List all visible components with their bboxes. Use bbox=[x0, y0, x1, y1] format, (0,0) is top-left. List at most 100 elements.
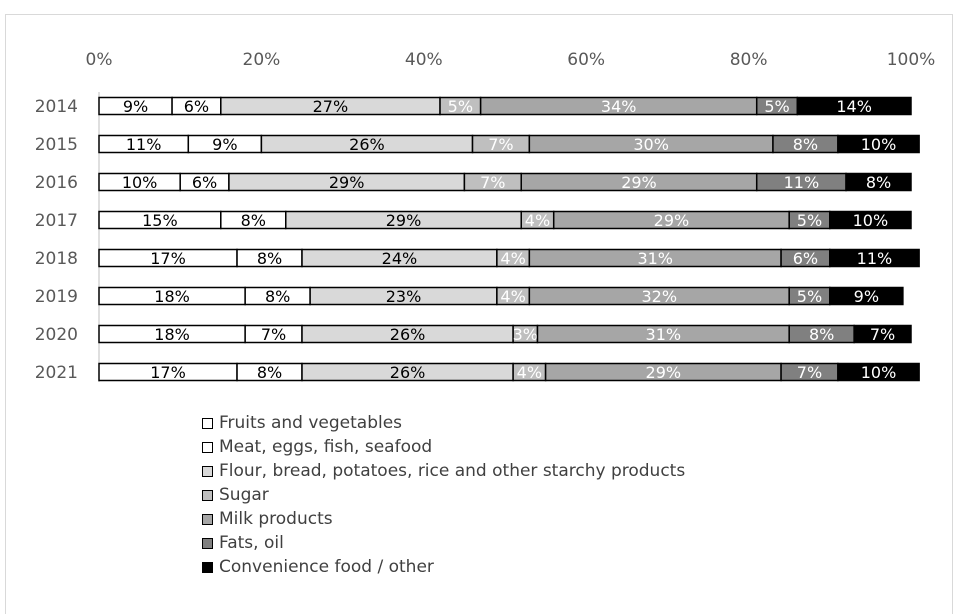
legend-label: Fats, oil bbox=[219, 533, 284, 553]
data-label: 8% bbox=[265, 287, 290, 306]
data-label: 11% bbox=[126, 135, 162, 154]
y-tick-label: 2019 bbox=[35, 287, 78, 307]
data-label: 3% bbox=[513, 325, 538, 344]
legend: Fruits and vegetables Meat, eggs, fish, … bbox=[202, 411, 685, 579]
legend-item: Fruits and vegetables bbox=[202, 411, 685, 435]
data-label: 11% bbox=[784, 173, 820, 192]
bar-segment bbox=[796, 96, 912, 116]
data-label: 27% bbox=[313, 97, 349, 116]
y-tick-label: 2017 bbox=[35, 211, 78, 231]
data-label: 18% bbox=[154, 287, 190, 306]
bar-segment bbox=[845, 172, 912, 192]
bar-segment bbox=[853, 324, 912, 344]
legend-swatch bbox=[202, 417, 213, 429]
y-tick-label: 2020 bbox=[35, 325, 78, 345]
data-label: 15% bbox=[142, 211, 178, 230]
data-label: 14% bbox=[836, 97, 872, 116]
legend-swatch bbox=[202, 489, 213, 501]
data-label: 8% bbox=[257, 249, 282, 268]
data-label: 7% bbox=[261, 325, 286, 344]
data-label: 5% bbox=[797, 287, 822, 306]
y-tick-label: 2021 bbox=[35, 363, 78, 383]
data-label: 5% bbox=[764, 97, 789, 116]
legend-swatch bbox=[202, 441, 213, 453]
bar-segment bbox=[829, 286, 904, 306]
legend-item: Sugar bbox=[202, 483, 685, 507]
x-tick-label: 20% bbox=[243, 50, 281, 70]
y-tick-label: 2014 bbox=[35, 97, 78, 117]
x-tick-label: 80% bbox=[730, 50, 768, 70]
data-label: 29% bbox=[386, 211, 422, 230]
y-tick-label: 2015 bbox=[35, 135, 78, 155]
data-label: 8% bbox=[866, 173, 891, 192]
bar-segment bbox=[829, 210, 912, 230]
data-label: 30% bbox=[633, 135, 669, 154]
data-label: 29% bbox=[329, 173, 365, 192]
data-label: 24% bbox=[382, 249, 418, 268]
data-label: 8% bbox=[241, 211, 266, 230]
legend-item: Convenience food / other bbox=[202, 555, 685, 579]
data-label: 26% bbox=[349, 135, 385, 154]
data-label: 5% bbox=[797, 211, 822, 230]
legend-item: Fats, oil bbox=[202, 531, 685, 555]
legend-item: Flour, bread, potatoes, rice and other s… bbox=[202, 459, 685, 483]
data-label: 10% bbox=[861, 135, 897, 154]
legend-label: Meat, eggs, fish, seafood bbox=[219, 437, 433, 457]
x-tick-label: 40% bbox=[405, 50, 443, 70]
legend-swatch bbox=[202, 561, 213, 573]
legend-label: Convenience food / other bbox=[219, 557, 434, 577]
data-label: 23% bbox=[386, 287, 422, 306]
legend-label: Fruits and vegetables bbox=[219, 413, 403, 433]
data-label: 10% bbox=[861, 363, 897, 382]
data-label: 8% bbox=[257, 363, 282, 382]
data-label: 34% bbox=[601, 97, 637, 116]
data-label: 6% bbox=[184, 97, 209, 116]
data-label: 9% bbox=[854, 287, 879, 306]
data-label: 29% bbox=[646, 363, 682, 382]
data-label: 10% bbox=[853, 211, 889, 230]
legend-label: Sugar bbox=[219, 485, 269, 505]
legend-label: Flour, bread, potatoes, rice and other s… bbox=[219, 461, 686, 481]
data-label: 7% bbox=[480, 173, 505, 192]
data-label: 11% bbox=[857, 249, 893, 268]
legend-item: Milk products bbox=[202, 507, 685, 531]
data-label: 4% bbox=[500, 287, 525, 306]
x-tick-label: 60% bbox=[567, 50, 605, 70]
data-label: 7% bbox=[488, 135, 513, 154]
y-tick-label: 2018 bbox=[35, 249, 78, 269]
legend-swatch bbox=[202, 513, 213, 525]
data-label: 10% bbox=[122, 173, 158, 192]
data-label: 7% bbox=[797, 363, 822, 382]
data-label: 4% bbox=[525, 211, 550, 230]
legend-label: Milk products bbox=[219, 509, 333, 529]
x-tick-label: 100% bbox=[887, 50, 936, 70]
data-label: 4% bbox=[500, 249, 525, 268]
data-label: 6% bbox=[192, 173, 217, 192]
data-label: 5% bbox=[448, 97, 473, 116]
data-label: 29% bbox=[621, 173, 657, 192]
bar-segment bbox=[837, 362, 920, 382]
data-label: 9% bbox=[123, 97, 148, 116]
data-label: 6% bbox=[793, 249, 818, 268]
data-label: 31% bbox=[637, 249, 673, 268]
chart-frame bbox=[5, 14, 953, 614]
bar-segment bbox=[837, 134, 920, 154]
data-label: 29% bbox=[654, 211, 690, 230]
data-label: 26% bbox=[390, 325, 426, 344]
data-label: 32% bbox=[641, 287, 677, 306]
data-label: 26% bbox=[390, 363, 426, 382]
data-label: 31% bbox=[646, 325, 682, 344]
data-label: 8% bbox=[809, 325, 834, 344]
data-label: 8% bbox=[793, 135, 818, 154]
legend-swatch bbox=[202, 465, 213, 477]
data-label: 17% bbox=[150, 363, 186, 382]
data-label: 18% bbox=[154, 325, 190, 344]
legend-swatch bbox=[202, 537, 213, 549]
data-label: 17% bbox=[150, 249, 186, 268]
legend-item: Meat, eggs, fish, seafood bbox=[202, 435, 685, 459]
stacked-bar-chart: 0% 20% 40% 60% 80% 100%2014 9% 6% 27% 5% 34% 5% 14%2… bbox=[35, 50, 936, 383]
x-tick-label: 0% bbox=[86, 50, 113, 70]
data-label: 7% bbox=[870, 325, 895, 344]
y-tick-label: 2016 bbox=[35, 173, 78, 193]
data-label: 9% bbox=[212, 135, 237, 154]
